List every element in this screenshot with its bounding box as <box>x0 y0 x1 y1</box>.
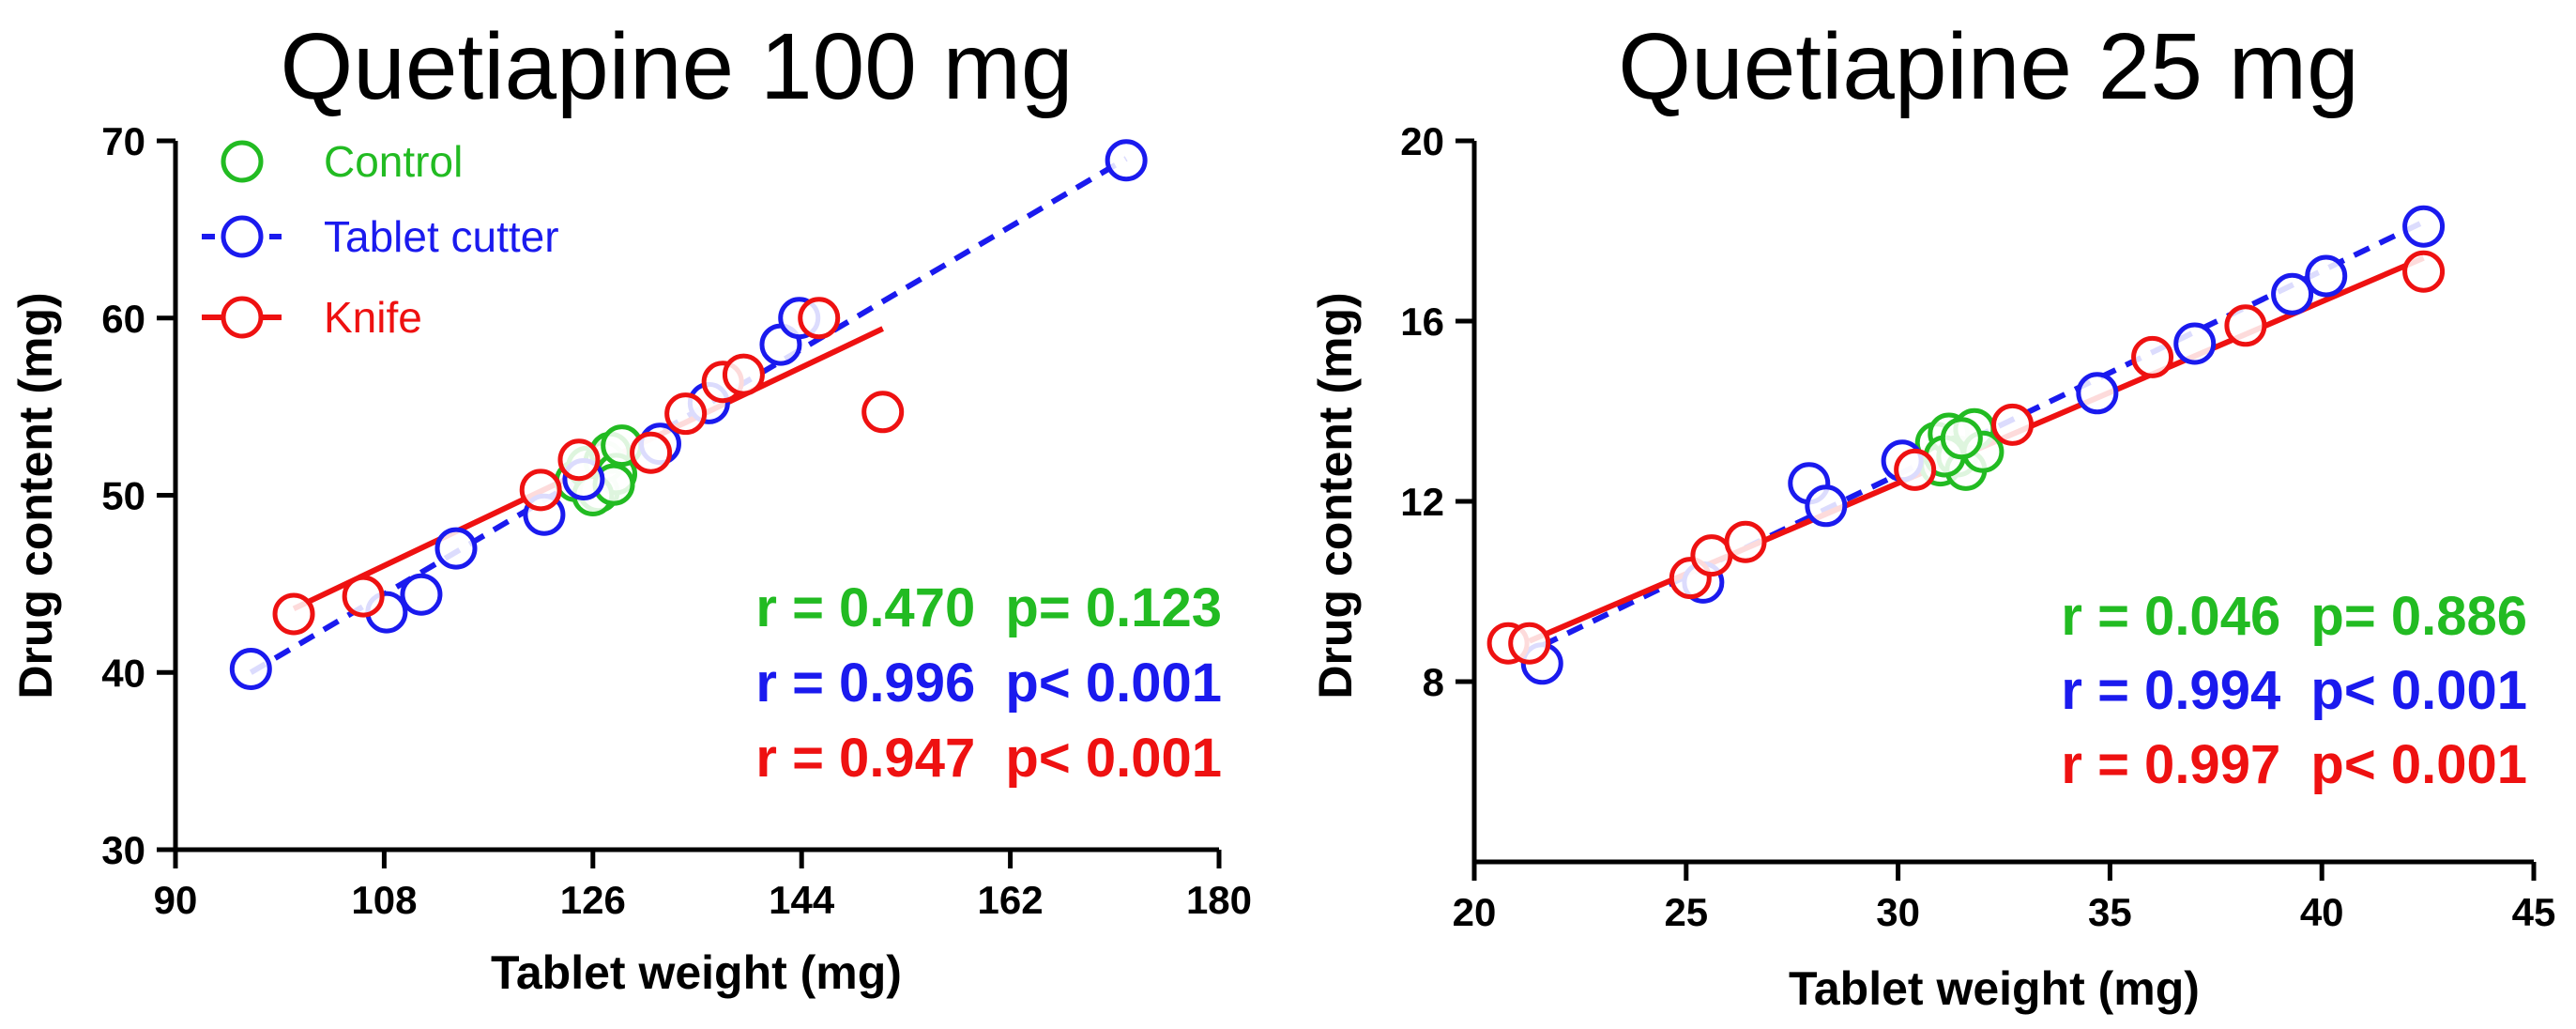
legend-marker-knife <box>221 296 264 339</box>
point-tablet-cutter <box>400 573 443 616</box>
y-tick-label: 60 <box>101 297 145 341</box>
point-tablet-cutter <box>2076 372 2119 415</box>
point-knife <box>272 592 315 636</box>
y-tick-label: 16 <box>1400 299 1444 344</box>
chart-quetiapine-100mg: Quetiapine 100 mg 90 108 126 144 162 180 30 40 5… <box>9 14 1252 999</box>
point-tablet-cutter <box>229 647 272 690</box>
chart-title: Quetiapine 100 mg <box>280 14 1073 119</box>
legend-marker-tablet-cutter <box>221 215 264 258</box>
point-knife <box>1508 622 1551 665</box>
point-tablet-cutter <box>2305 254 2348 298</box>
y-tick-label: 8 <box>1423 660 1444 704</box>
point-knife <box>519 468 562 512</box>
legend-label-control: Control <box>324 137 463 186</box>
point-tablet-cutter <box>2402 205 2446 248</box>
y-tick-label: 20 <box>1400 119 1444 163</box>
x-tick-label: 40 <box>2300 890 2344 934</box>
legend-entry-tablet-cutter: Tablet cutter <box>202 212 559 261</box>
point-knife <box>1991 403 2035 446</box>
point-knife <box>342 575 385 618</box>
x-tick-label: 180 <box>1186 878 1252 922</box>
point-knife <box>1724 520 1767 563</box>
point-knife <box>557 438 601 482</box>
point-knife <box>2131 335 2174 378</box>
stat-tablet-cutter: r = 0.994 p< 0.001 <box>2061 660 2527 721</box>
x-tick-label: 162 <box>978 878 1044 922</box>
point-knife <box>722 353 765 396</box>
point-tablet-cutter <box>2173 322 2217 365</box>
point-knife <box>2224 304 2267 347</box>
point-tablet-cutter <box>434 527 478 570</box>
point-knife <box>798 297 841 340</box>
legend-label-knife: Knife <box>324 293 422 342</box>
axis-ticks: 90 108 126 144 162 180 30 40 50 60 70 <box>101 119 1252 922</box>
legend-marker-control <box>221 140 264 183</box>
x-tick-label: 144 <box>769 878 835 922</box>
stat-tablet-cutter: r = 0.996 p< 0.001 <box>755 653 1222 714</box>
stat-knife: r = 0.997 p< 0.001 <box>2061 734 2527 795</box>
legend-entry-control: Control <box>221 137 463 186</box>
x-tick-label: 126 <box>560 878 626 922</box>
stat-control: r = 0.470 p= 0.123 <box>755 577 1222 638</box>
point-control <box>1940 417 1983 460</box>
chart-title: Quetiapine 25 mg <box>1618 14 2358 119</box>
point-knife <box>2402 250 2446 293</box>
x-tick-label: 108 <box>351 878 417 922</box>
stat-knife: r = 0.947 p< 0.001 <box>755 728 1222 789</box>
y-tick-label: 30 <box>101 828 145 872</box>
y-axis-label: Drug content (mg) <box>9 292 62 699</box>
data-points <box>1486 205 2446 685</box>
point-knife <box>630 431 673 474</box>
x-tick-label: 30 <box>1876 890 1920 934</box>
point-knife <box>664 392 708 436</box>
x-tick-label: 45 <box>2512 890 2556 934</box>
chart-quetiapine-25mg: Quetiapine 25 mg 20 25 30 35 40 45 8 12 16 20 Tab… <box>1309 14 2555 1015</box>
axis-ticks: 20 25 30 35 40 45 8 12 16 20 <box>1400 119 2555 934</box>
stat-control: r = 0.046 p= 0.886 <box>2061 586 2527 647</box>
x-tick-label: 90 <box>154 878 198 922</box>
point-tablet-cutter <box>1805 484 1848 528</box>
x-tick-label: 35 <box>2088 890 2132 934</box>
legend-label-tablet-cutter: Tablet cutter <box>324 212 559 261</box>
x-tick-label: 25 <box>1664 890 1708 934</box>
legend: Control Tablet cutter Knife <box>202 137 559 342</box>
x-axis-label: Tablet weight (mg) <box>1789 962 2200 1015</box>
point-knife <box>861 391 905 434</box>
y-axis-label: Drug content (mg) <box>1309 292 1362 699</box>
legend-entry-knife: Knife <box>202 293 422 342</box>
y-tick-label: 70 <box>101 119 145 163</box>
data-points <box>229 139 1148 690</box>
y-tick-label: 50 <box>101 474 145 518</box>
point-knife <box>1894 448 1937 491</box>
stat-annotations: r = 0.046 p= 0.886 r = 0.994 p< 0.001 r … <box>2061 586 2527 795</box>
x-tick-label: 20 <box>1453 890 1497 934</box>
x-axis-label: Tablet weight (mg) <box>491 946 902 999</box>
stat-annotations: r = 0.470 p= 0.123 r = 0.996 p< 0.001 r … <box>755 577 1222 789</box>
point-tablet-cutter <box>1105 139 1148 182</box>
y-tick-label: 12 <box>1400 480 1444 524</box>
point-tablet-cutter <box>2271 272 2314 315</box>
y-tick-label: 40 <box>101 651 145 695</box>
